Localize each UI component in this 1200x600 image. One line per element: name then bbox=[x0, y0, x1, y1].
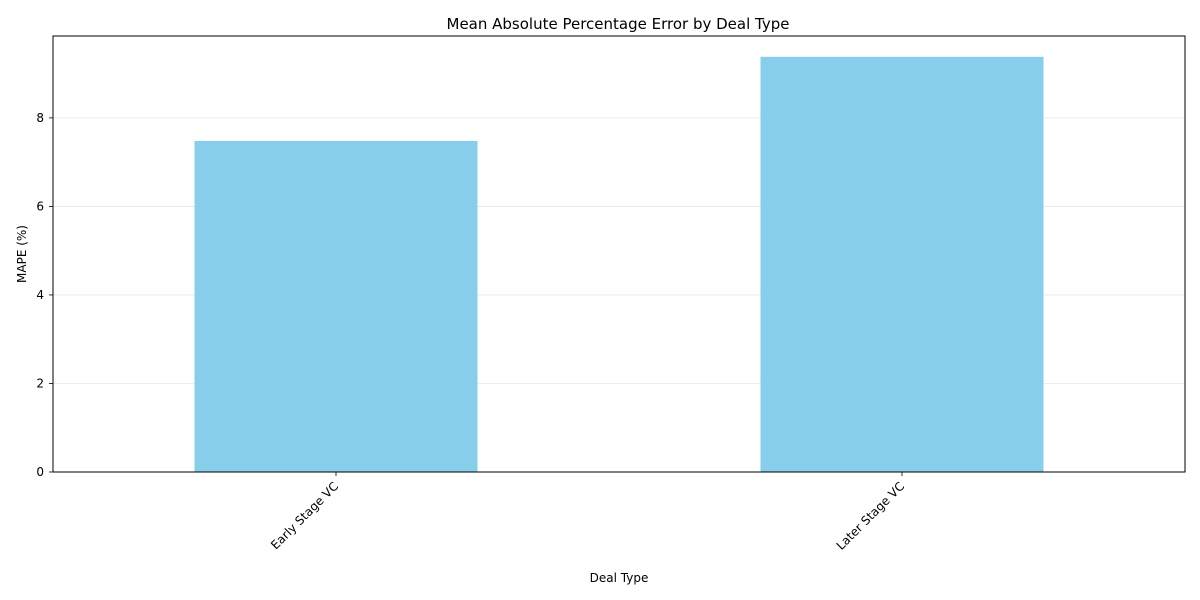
y-tick-label-4: 8 bbox=[36, 111, 44, 125]
bars bbox=[194, 56, 1044, 472]
x-tick-label-0: Early Stage VC bbox=[268, 479, 341, 552]
bar-0 bbox=[194, 140, 478, 472]
y-tick-label-1: 2 bbox=[36, 376, 44, 390]
x-axis-label: Deal Type bbox=[590, 571, 649, 585]
bar-1 bbox=[760, 56, 1044, 472]
x-axis-ticks: Early Stage VC Later Stage VC bbox=[268, 472, 907, 553]
y-axis-label: MAPE (%) bbox=[15, 225, 29, 283]
chart-title: Mean Absolute Percentage Error by Deal T… bbox=[447, 15, 790, 33]
y-tick-label-0: 0 bbox=[36, 465, 44, 479]
y-tick-label-3: 6 bbox=[36, 199, 44, 213]
x-tick-label-1: Later Stage VC bbox=[834, 479, 908, 553]
y-axis-ticks: 0 2 4 6 8 bbox=[36, 111, 53, 479]
y-tick-label-2: 4 bbox=[36, 288, 44, 302]
plot-frame bbox=[52, 35, 1186, 473]
